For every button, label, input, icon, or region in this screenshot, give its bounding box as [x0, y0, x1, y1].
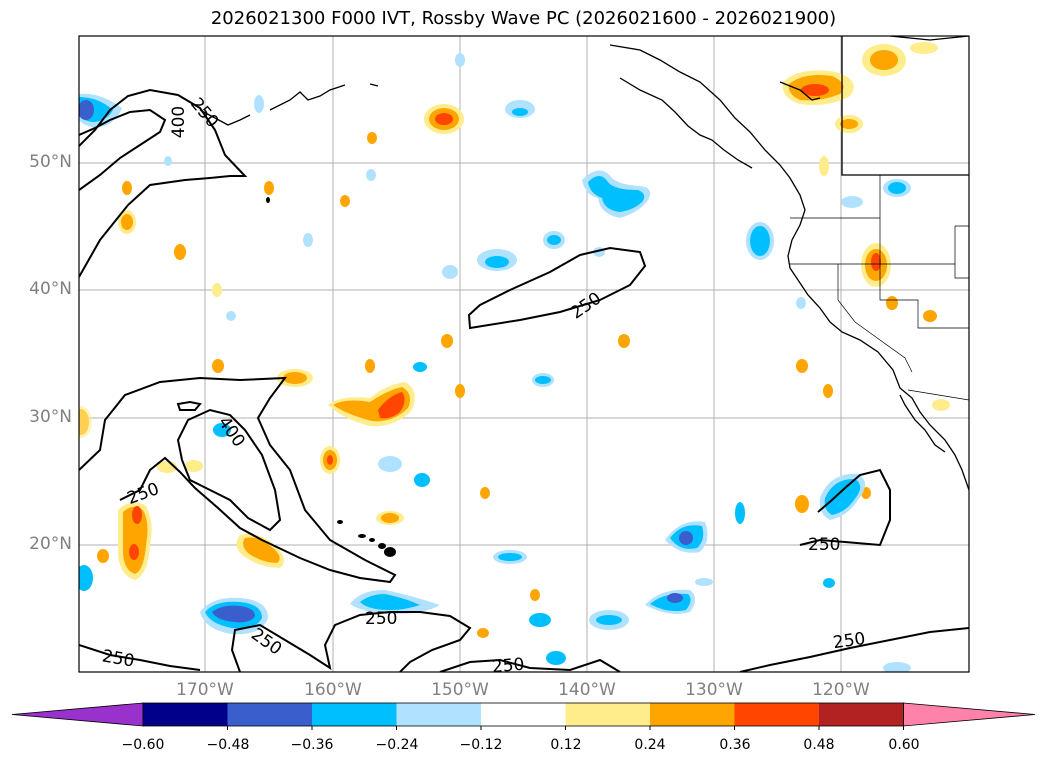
colorbar-label: −0.12: [459, 737, 503, 753]
graticule: [79, 36, 969, 672]
colorbar-label: −0.24: [375, 737, 419, 753]
colorbar-extend-low: [11, 702, 144, 727]
lon-label-140w: 140°W: [558, 680, 616, 700]
colorbar-segment: [650, 703, 735, 726]
contour-label: 400: [169, 105, 190, 139]
contour-label: 250: [365, 609, 398, 629]
colorbar-segment: [734, 703, 820, 726]
lon-label-170w: 170°W: [176, 680, 234, 700]
colorbar-label: −0.36: [290, 737, 334, 753]
map-frame: [78, 35, 970, 673]
negative-anomaly-areas: [79, 53, 911, 672]
colorbar-segment: [227, 703, 313, 726]
colorbar-segment: [565, 703, 651, 726]
colorbar-label: 0.60: [888, 737, 920, 753]
lat-label-30n: 30°N: [29, 407, 72, 427]
colorbar-segment: [819, 703, 904, 726]
colorbar-extend-high: [903, 702, 1036, 727]
colorbar-segment: [396, 703, 482, 726]
coastline: [199, 36, 969, 491]
lon-label-130w: 130°W: [685, 680, 743, 700]
colorbar-label: −0.48: [206, 737, 250, 753]
lon-label-160w: 160°W: [304, 680, 362, 700]
colorbar-label: 0.12: [550, 737, 582, 753]
islands: [266, 197, 396, 557]
colorbar-label: 0.48: [803, 737, 835, 753]
map-body: [79, 36, 969, 672]
ivt-contours: [79, 88, 969, 672]
lon-label-120w: 120°W: [812, 680, 870, 700]
colorbar-segment: [143, 703, 228, 726]
colorbar-label: −0.60: [121, 737, 165, 753]
colorbar-frame: [142, 702, 904, 727]
positive-anomaly-areas: [79, 42, 950, 638]
colorbar: [11, 702, 1036, 730]
state-borders: [790, 175, 969, 401]
lat-label-40n: 40°N: [29, 279, 72, 299]
colorbar-segment: [481, 703, 566, 726]
lat-label-50n: 50°N: [29, 152, 72, 172]
contour-label: 250: [491, 654, 526, 678]
lon-label-150w: 150°W: [431, 680, 489, 700]
colorbar-segment: [312, 703, 397, 726]
colorbar-label: 0.24: [634, 737, 666, 753]
lat-label-20n: 20°N: [29, 534, 72, 554]
colorbar-label: 0.36: [719, 737, 751, 753]
contour-label: 250: [808, 535, 841, 555]
map-title: 2026021300 F000 IVT, Rossby Wave PC (202…: [210, 8, 837, 29]
